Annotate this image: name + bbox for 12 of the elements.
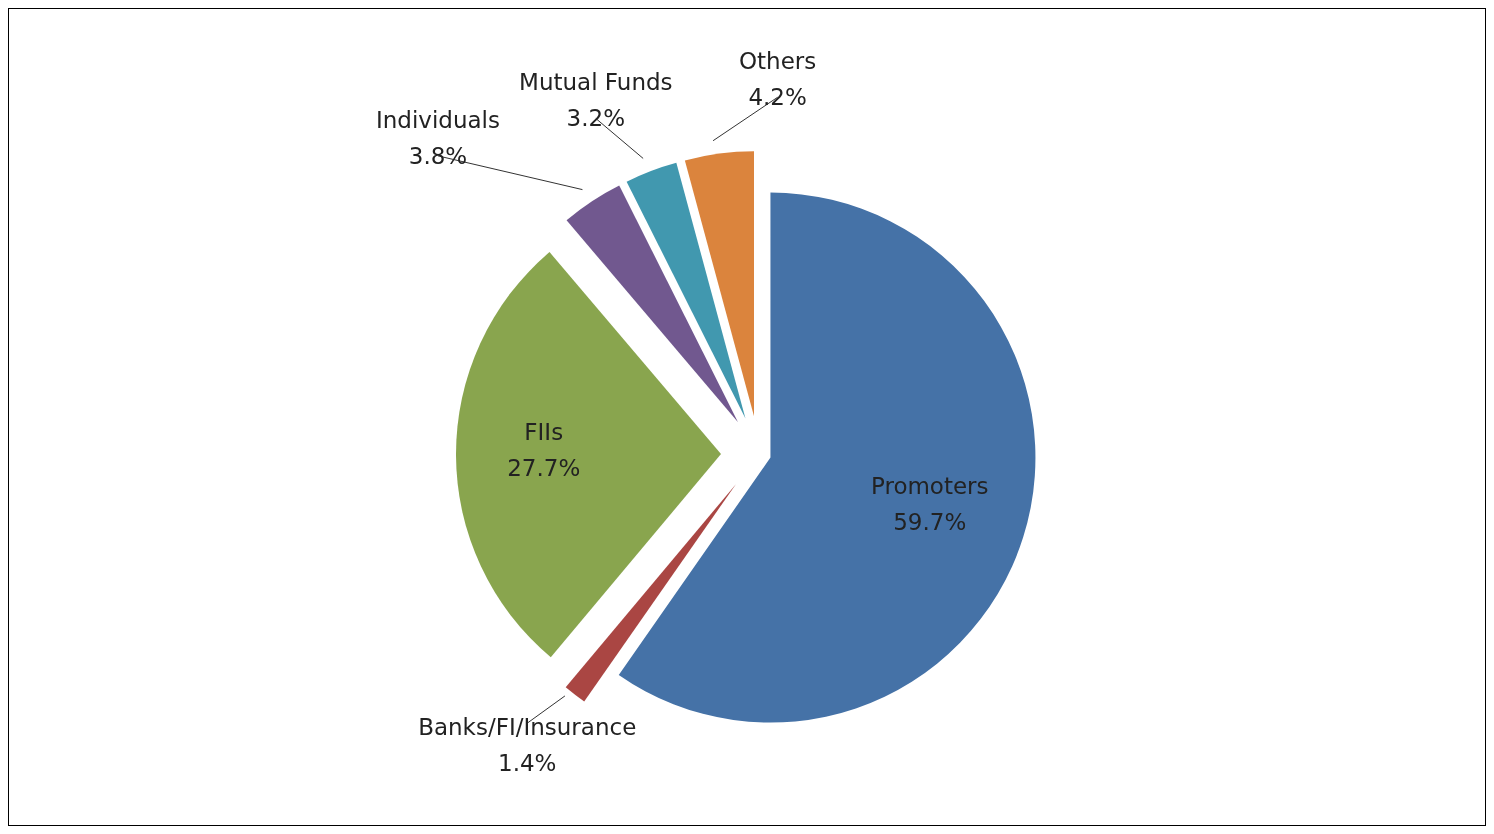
slice-label: Individuals bbox=[375, 106, 500, 133]
data-label: 4.2% bbox=[748, 84, 807, 111]
slice-label: Others bbox=[738, 48, 817, 75]
slice-label: Mutual Funds bbox=[519, 69, 673, 96]
data-label: 3.2% bbox=[566, 105, 626, 132]
data-label: 27.7% bbox=[507, 454, 581, 481]
data-label: 3.8% bbox=[408, 142, 468, 169]
data-label: 59.7% bbox=[893, 509, 967, 536]
slice-label: Promoters bbox=[870, 473, 989, 500]
slice-label: Banks/FI/Insurance bbox=[418, 714, 637, 741]
data-label: 1.4% bbox=[498, 750, 557, 777]
slice-label: FIIs bbox=[524, 418, 564, 445]
